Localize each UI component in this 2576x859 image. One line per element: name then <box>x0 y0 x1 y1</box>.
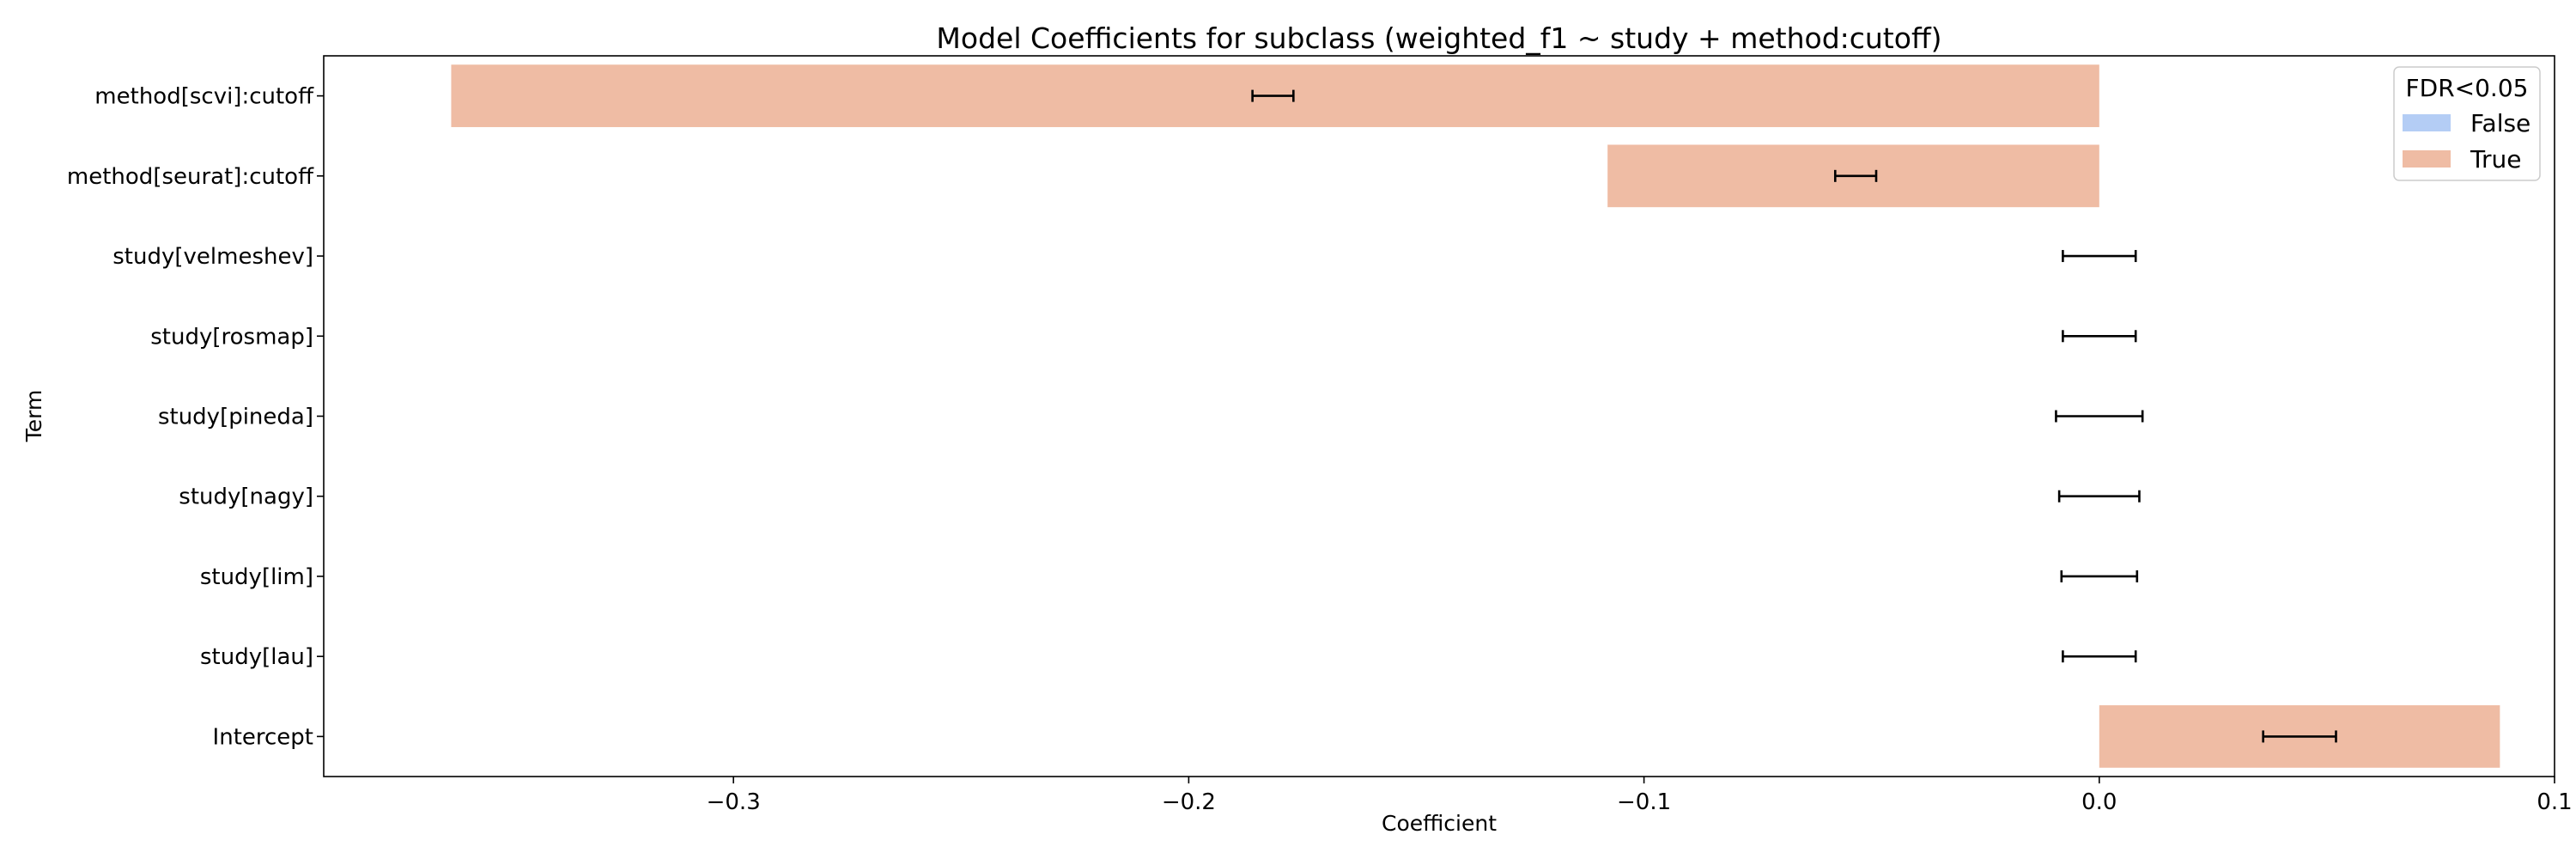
x-tick-label: −0.3 <box>707 789 761 815</box>
x-axis-label: Coefficient <box>1382 811 1497 836</box>
y-tick-label: study[nagy] <box>179 484 313 510</box>
x-axis: −0.3 −0.2 −0.1 0.0 0.1 <box>707 777 2573 815</box>
x-tick-label: 0.1 <box>2537 789 2572 815</box>
legend-swatch-false <box>2403 114 2451 131</box>
y-tick-label: study[velmeshev] <box>112 244 313 270</box>
y-tick-label: study[lau] <box>200 644 313 670</box>
errorbars-layer <box>1251 89 2337 743</box>
y-tick-label: study[lim] <box>200 564 313 590</box>
legend: FDR<0.05 False True <box>2393 66 2541 181</box>
plot-frame <box>323 55 2555 777</box>
legend-label-true: True <box>2470 145 2521 174</box>
x-tick-label: 0.0 <box>2081 789 2117 815</box>
bars-layer <box>451 64 2500 768</box>
y-tick-label: method[scvi]:cutoff <box>94 84 314 110</box>
chart-title: Model Coefficients for subclass (weighte… <box>936 21 1941 55</box>
legend-title: FDR<0.05 <box>2406 74 2529 102</box>
y-axis-label: Term <box>21 390 46 443</box>
legend-swatch-true <box>2403 150 2451 168</box>
y-tick-label: Intercept <box>213 724 313 750</box>
y-tick-label: method[seurat]:cutoff <box>67 164 314 190</box>
legend-label-false: False <box>2470 109 2530 137</box>
y-tick-label: study[pineda] <box>158 405 313 430</box>
y-tick-label: study[rosmap] <box>150 324 313 350</box>
x-tick-label: −0.2 <box>1162 789 1216 815</box>
x-tick-label: −0.1 <box>1617 789 1671 815</box>
y-axis: method[scvi]:cutoff method[seurat]:cutoff… <box>67 84 324 750</box>
